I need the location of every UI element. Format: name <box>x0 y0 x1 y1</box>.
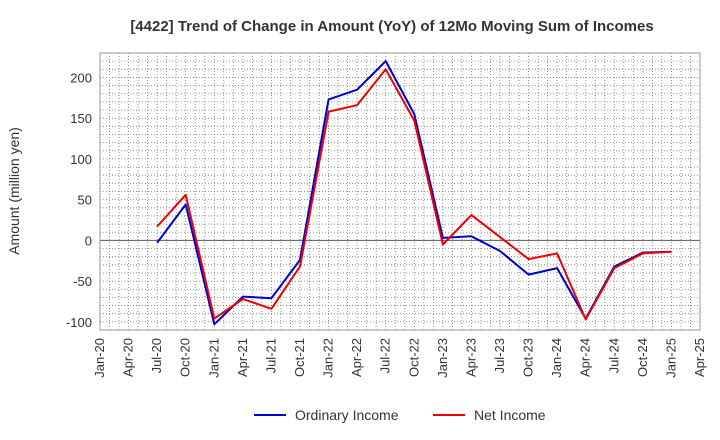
x-tick-label: Jan-21 <box>206 338 221 378</box>
x-tick-labels: Jan-20 Apr-20 Jul-20 Oct-20 Jan-21 Apr-21 Jul-… <box>92 338 707 378</box>
legend: Ordinary Income Net Income <box>254 407 546 423</box>
x-tick-label: Jul-22 <box>378 338 393 373</box>
y-tick-label: 100 <box>70 152 92 167</box>
x-tick-label: Jul-24 <box>606 338 621 373</box>
x-tick-label: Apr-24 <box>578 338 593 377</box>
legend-label: Net Income <box>474 407 546 423</box>
x-tick-label: Jan-22 <box>321 338 336 378</box>
x-tick-label: Oct-21 <box>292 338 307 377</box>
x-tick-label: Jan-20 <box>92 338 107 378</box>
x-tick-label: Jul-23 <box>492 338 507 373</box>
x-tick-label: Apr-21 <box>235 338 250 377</box>
x-tick-label: Oct-22 <box>406 338 421 377</box>
x-tick-label: Oct-24 <box>635 338 650 377</box>
x-tick-label: Jan-25 <box>663 338 678 378</box>
grid <box>100 52 700 331</box>
y-tick-label: -50 <box>73 274 92 289</box>
x-tick-label: Oct-20 <box>178 338 193 377</box>
y-tick-label: 200 <box>70 70 92 85</box>
series-group <box>156 60 672 326</box>
x-tick-label: Apr-22 <box>349 338 364 377</box>
x-tick-label: Jul-20 <box>149 338 164 373</box>
x-tick-label: Oct-23 <box>521 338 536 377</box>
y-tick-label: 50 <box>78 193 92 208</box>
y-tick-label: 150 <box>70 111 92 126</box>
y-tick-label: 0 <box>85 233 92 248</box>
y-tick-label: -100 <box>66 315 92 330</box>
x-tick-label: Jan-23 <box>435 338 450 378</box>
x-tick-label: Apr-23 <box>463 338 478 377</box>
chart-title: [4422] Trend of Change in Amount (YoY) o… <box>130 18 653 35</box>
x-tick-label: Jul-21 <box>263 338 278 373</box>
x-tick-label: Apr-20 <box>121 338 136 377</box>
plot-frame <box>99 52 701 331</box>
x-tick-label: Apr-25 <box>692 338 707 377</box>
x-tick-label: Jan-24 <box>549 338 564 378</box>
series-line-net-income <box>156 68 672 321</box>
legend-label: Ordinary Income <box>295 407 399 423</box>
y-tick-labels: 200 150 100 50 0 -50 -100 <box>66 70 92 329</box>
y-axis-label: Amount (million yen) <box>6 127 22 255</box>
